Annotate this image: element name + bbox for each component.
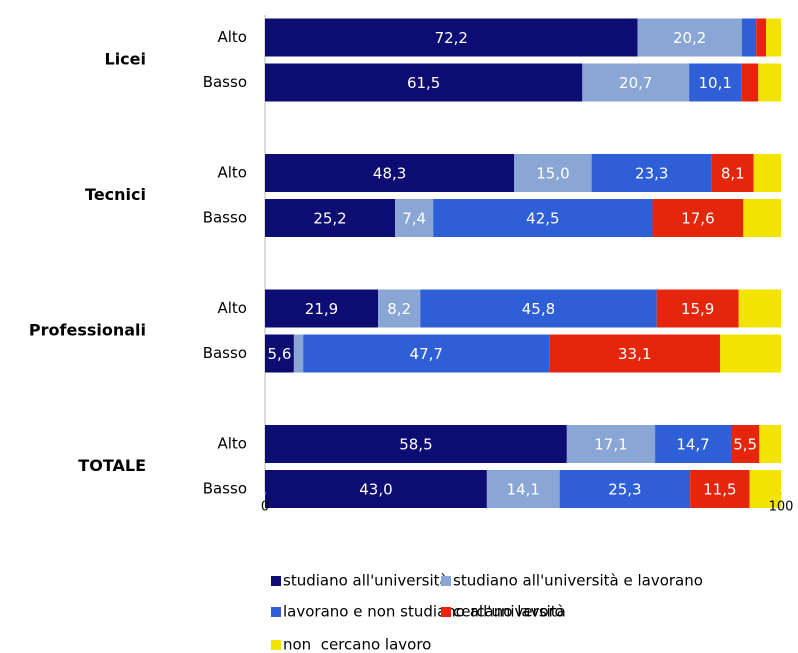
category-label: Alto xyxy=(218,435,248,453)
bar-segment xyxy=(265,18,638,57)
x-tick-label: 100 xyxy=(769,500,794,515)
value-label: 21,9 xyxy=(305,300,338,318)
bar-segment xyxy=(378,289,421,328)
bar-segment xyxy=(566,425,656,463)
bar-segment xyxy=(265,154,515,192)
value-label: 72,2 xyxy=(435,29,468,47)
value-label: 20,7 xyxy=(619,74,652,92)
bar-segment xyxy=(591,154,712,192)
bar-segment xyxy=(486,470,560,508)
group-label: TOTALE xyxy=(78,456,146,475)
value-label: 14,7 xyxy=(676,436,709,454)
bar-segment xyxy=(756,18,767,57)
bar-segment xyxy=(689,63,742,102)
value-label: 33,1 xyxy=(618,345,651,363)
value-label: 48,3 xyxy=(373,165,406,183)
bar-segment xyxy=(395,199,434,237)
bar-segment xyxy=(758,63,781,102)
legend-label: lavorano e non studiano all'università xyxy=(283,603,566,621)
bar-segment xyxy=(738,289,781,328)
bar-segment xyxy=(652,199,744,237)
bar-segment xyxy=(759,425,781,463)
bar-segment xyxy=(420,289,657,328)
category-label: Alto xyxy=(218,164,248,182)
bar-segment xyxy=(743,199,781,237)
bar-segment xyxy=(637,18,742,57)
group-label: Professionali xyxy=(29,321,146,340)
value-label: 8,1 xyxy=(721,165,745,183)
legend-label: cercano lavoro xyxy=(453,603,564,621)
value-label: 47,7 xyxy=(410,345,443,363)
bar-segment xyxy=(753,154,781,192)
bar-segment xyxy=(265,334,294,373)
group-label: Tecnici xyxy=(85,185,146,204)
bar-segment xyxy=(711,154,754,192)
legend-swatch xyxy=(441,607,451,617)
bar-segment xyxy=(265,63,583,102)
legend-swatch xyxy=(271,640,281,650)
value-label: 25,3 xyxy=(608,481,641,499)
bar-segment xyxy=(549,334,721,373)
value-label: 23,3 xyxy=(635,165,668,183)
value-label: 5,6 xyxy=(268,345,292,363)
legend-swatch xyxy=(271,576,281,586)
category-label: Alto xyxy=(218,28,248,46)
value-label: 17,6 xyxy=(681,210,714,228)
value-label: 7,4 xyxy=(402,210,426,228)
value-label: 20,2 xyxy=(673,29,706,47)
bar-segment xyxy=(690,470,750,508)
bar-segment xyxy=(293,334,304,373)
category-label: Basso xyxy=(203,73,247,91)
bar-segment xyxy=(265,289,379,328)
legend-swatch xyxy=(441,576,451,586)
x-tick-label: 0 xyxy=(261,500,269,515)
value-label: 8,2 xyxy=(387,300,411,318)
category-label: Alto xyxy=(218,299,248,317)
bar-segment xyxy=(730,425,760,463)
bar-segment xyxy=(741,63,759,102)
bar-segment xyxy=(766,18,781,57)
category-label: Basso xyxy=(203,480,247,498)
bar-segment xyxy=(303,334,550,373)
value-label: 15,0 xyxy=(536,165,569,183)
value-label: 15,9 xyxy=(681,300,714,318)
bar-segment xyxy=(433,199,653,237)
group-label: Licei xyxy=(105,50,147,69)
bar-segment xyxy=(265,199,396,237)
category-label: Basso xyxy=(203,344,247,362)
value-label: 58,5 xyxy=(399,436,432,454)
legend-label: studiano all'università xyxy=(283,572,449,590)
bar-segment xyxy=(559,470,691,508)
category-label: Basso xyxy=(203,209,247,227)
value-label: 5,5 xyxy=(733,436,757,454)
bar-segment xyxy=(749,470,781,508)
legend-label: non cercano lavoro xyxy=(283,636,431,653)
bar-segment xyxy=(656,289,739,328)
bar-segment xyxy=(265,425,567,463)
value-label: 42,5 xyxy=(526,210,559,228)
legend-swatch xyxy=(271,607,281,617)
bar-segment xyxy=(582,63,690,102)
bar-segment xyxy=(720,334,781,373)
value-label: 61,5 xyxy=(407,74,440,92)
legend-label: studiano all'università e lavorano xyxy=(453,572,703,590)
value-label: 10,1 xyxy=(699,74,732,92)
bar-segment xyxy=(265,470,487,508)
value-label: 11,5 xyxy=(703,481,736,499)
value-label: 43,0 xyxy=(359,481,392,499)
bar-segment xyxy=(514,154,592,192)
value-label: 14,1 xyxy=(507,481,540,499)
value-label: 45,8 xyxy=(522,300,555,318)
bar-segment xyxy=(741,18,757,57)
bar-segment xyxy=(655,425,731,463)
value-label: 25,2 xyxy=(313,210,346,228)
value-label: 17,1 xyxy=(594,436,627,454)
